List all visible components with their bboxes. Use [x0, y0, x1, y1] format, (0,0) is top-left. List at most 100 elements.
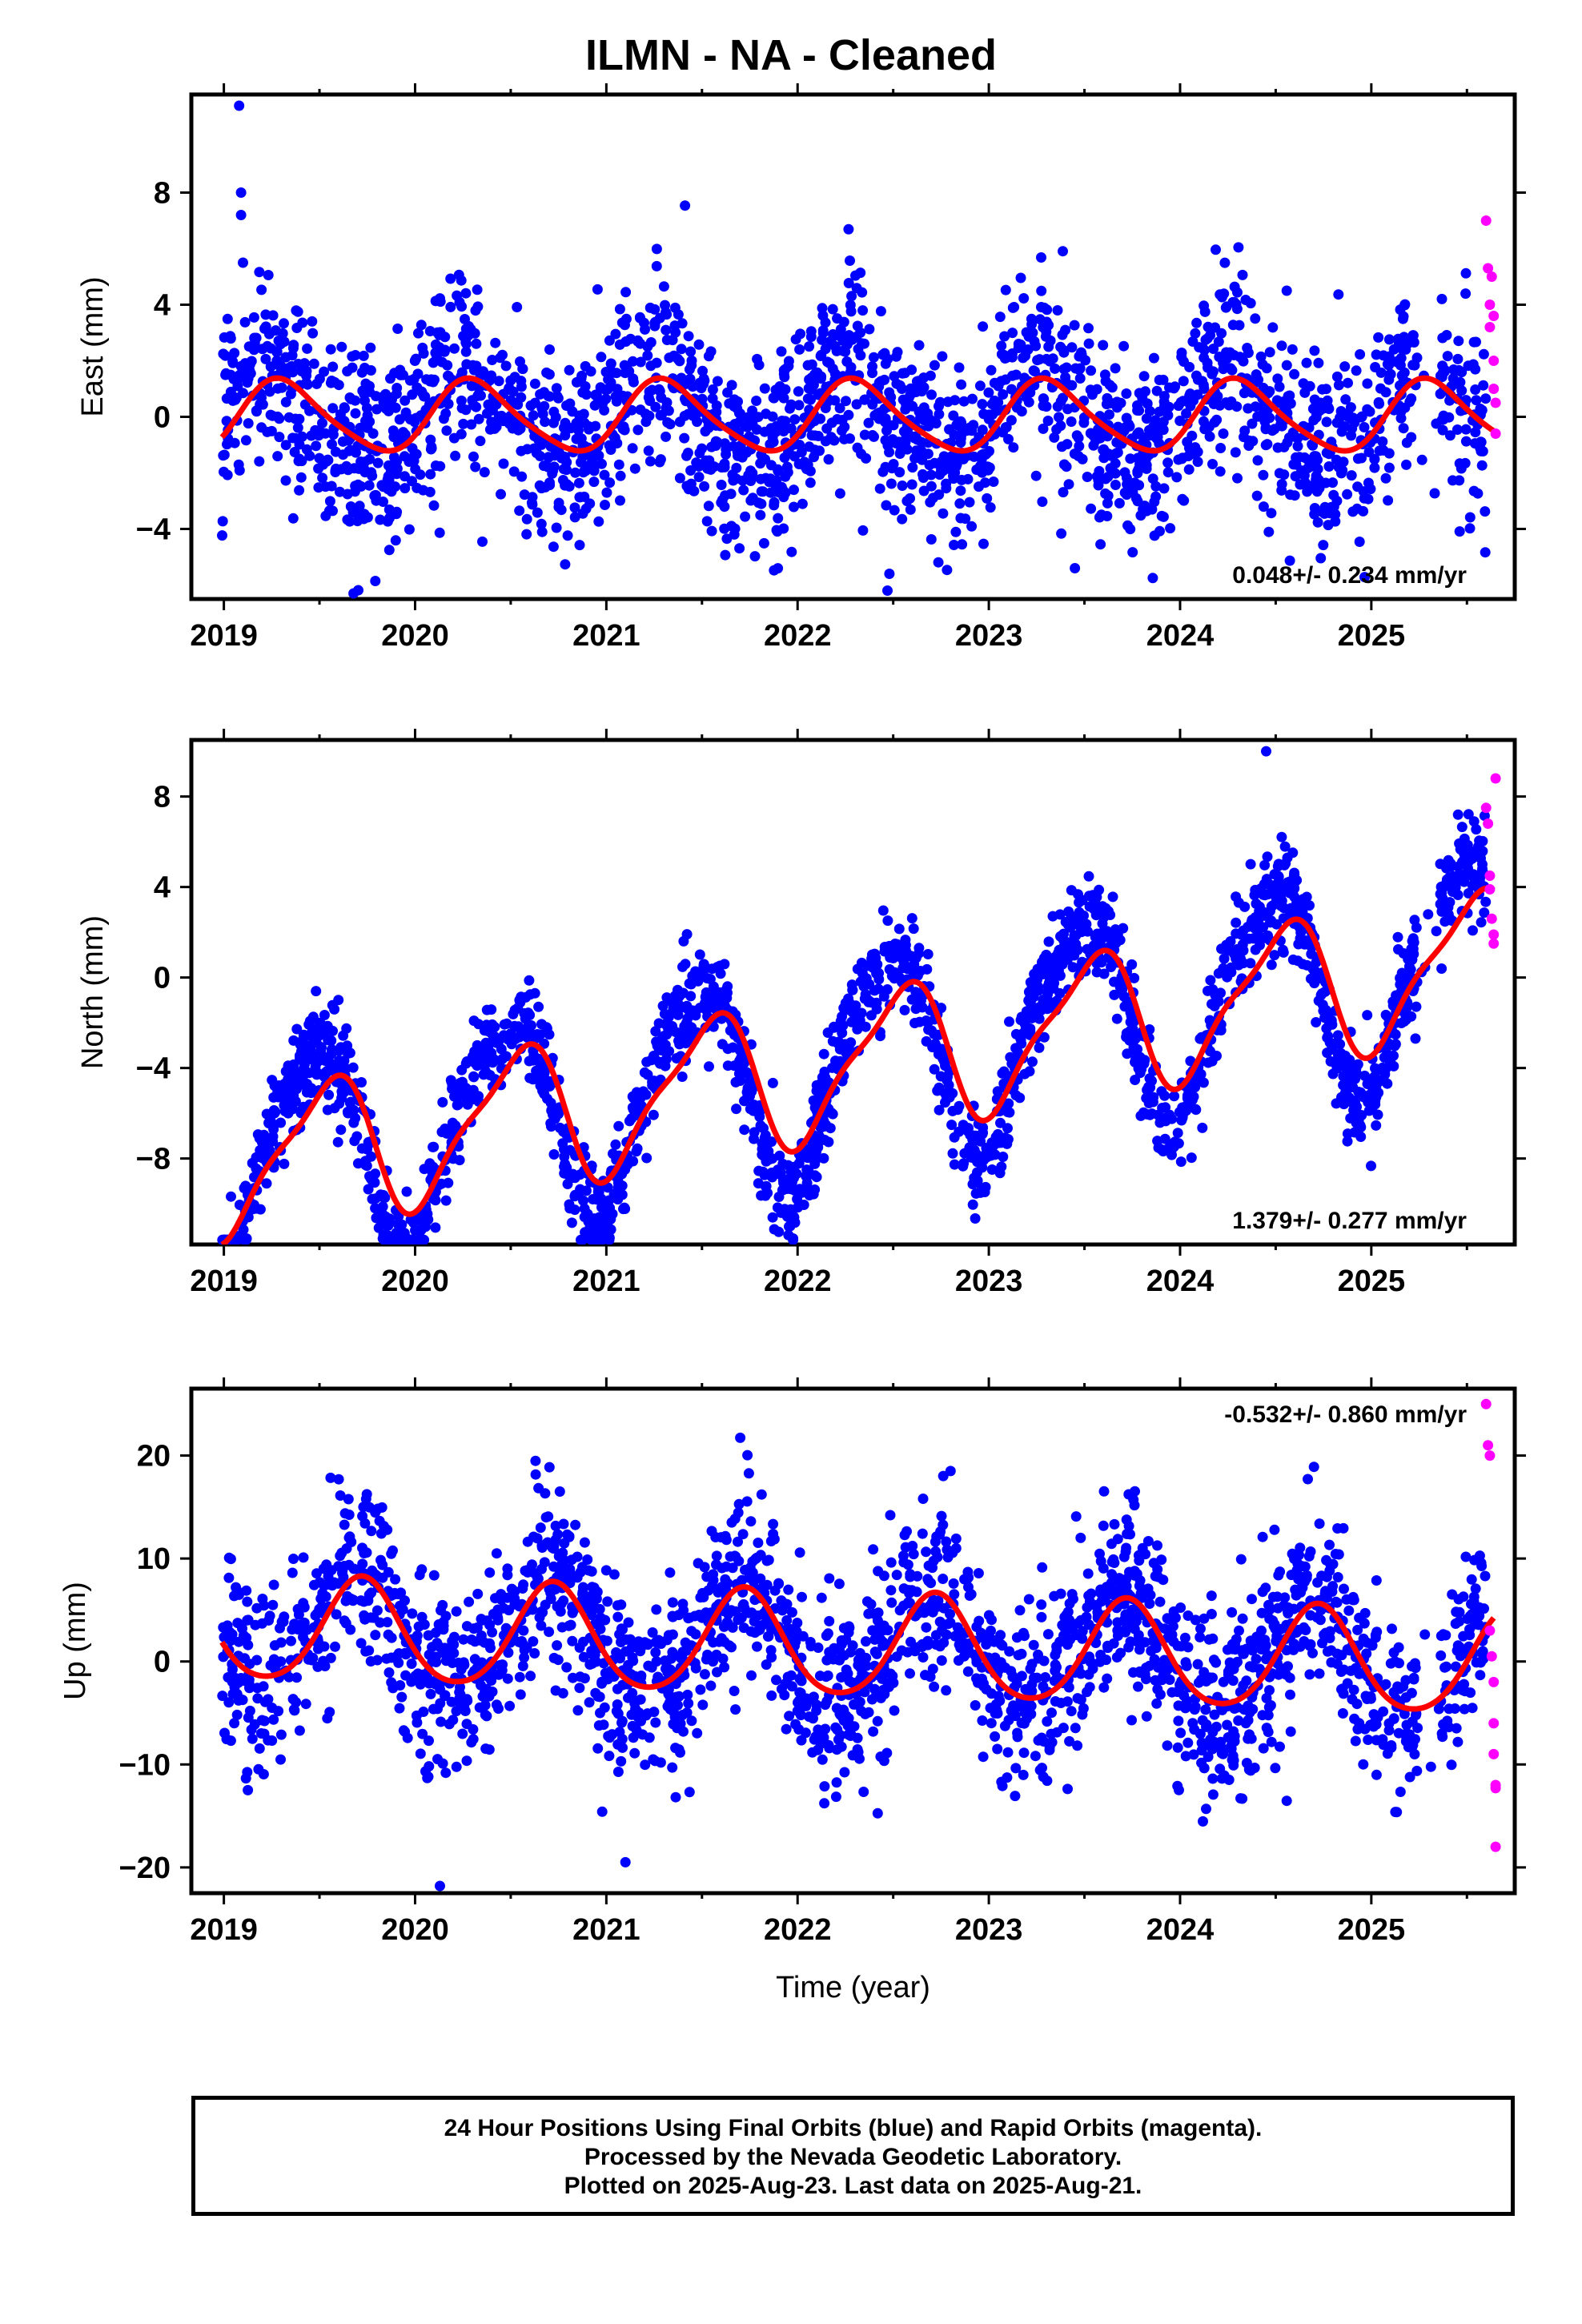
final-orbit-point: [370, 1203, 381, 1214]
final-orbit-point: [1006, 1058, 1018, 1069]
final-orbit-point: [287, 513, 299, 524]
final-orbit-point: [943, 1080, 954, 1091]
final-orbit-point: [631, 1146, 642, 1157]
final-orbit-point: [1411, 352, 1423, 364]
final-orbit-point: [959, 1148, 970, 1159]
final-orbit-point: [1218, 428, 1229, 439]
final-orbit-point: [383, 405, 394, 416]
final-orbit-point: [889, 505, 900, 516]
final-orbit-point: [685, 465, 697, 476]
final-orbit-point: [806, 359, 817, 370]
final-orbit-point: [1322, 395, 1333, 406]
final-orbit-point: [234, 464, 245, 476]
final-orbit-point: [1015, 272, 1026, 283]
final-orbit-point: [1126, 959, 1138, 970]
final-orbit-point: [343, 1048, 354, 1059]
final-orbit-point: [897, 480, 908, 491]
final-orbit-point: [1190, 328, 1201, 339]
final-orbit-point: [1074, 351, 1085, 362]
final-orbit-point: [1444, 430, 1456, 441]
final-orbit-point: [994, 312, 1006, 323]
final-orbit-point: [1106, 962, 1117, 972]
final-orbit-point: [674, 416, 685, 428]
final-orbit-point: [272, 451, 283, 462]
final-orbit-point: [1469, 438, 1480, 449]
final-orbit-point: [409, 416, 420, 428]
final-orbit-point: [896, 952, 906, 963]
final-orbit-point: [1347, 1082, 1359, 1092]
final-orbit-point: [697, 365, 708, 376]
final-orbit-point: [547, 468, 558, 479]
final-orbit-point: [319, 1010, 330, 1020]
final-orbit-point: [319, 428, 331, 439]
final-orbit-point: [1121, 1027, 1132, 1039]
final-orbit-point: [227, 357, 239, 368]
final-orbit-point: [867, 399, 878, 410]
final-orbit-point: [1335, 1039, 1346, 1050]
final-orbit-point: [644, 456, 656, 467]
final-orbit-point: [592, 283, 603, 295]
final-orbit-point: [327, 361, 339, 372]
final-orbit-point: [1261, 746, 1271, 757]
final-orbit-point: [1186, 430, 1198, 441]
final-orbit-point: [1148, 352, 1159, 364]
final-orbit-point: [707, 963, 717, 975]
final-orbit-point: [1141, 413, 1152, 424]
final-orbit-point: [628, 373, 639, 384]
final-orbit-point: [227, 395, 239, 406]
final-orbit-point: [912, 970, 923, 981]
final-orbit-point: [1058, 487, 1069, 498]
final-orbit-point: [217, 516, 228, 527]
final-orbit-point: [243, 418, 254, 429]
final-orbit-point: [1305, 973, 1316, 984]
final-orbit-point: [386, 1234, 397, 1244]
final-orbit-point: [487, 355, 498, 365]
final-orbit-point: [661, 992, 673, 1003]
final-orbit-point: [1203, 321, 1214, 332]
final-orbit-point: [1144, 1073, 1155, 1084]
final-orbit-point: [1083, 338, 1094, 349]
final-orbit-point: [701, 987, 712, 998]
final-orbit-point: [1313, 357, 1324, 368]
final-orbit-point: [1073, 450, 1084, 461]
final-orbit-point: [695, 968, 706, 979]
final-orbit-point: [747, 468, 758, 479]
final-orbit-point: [1232, 956, 1243, 967]
x-tick-label: 2019: [190, 619, 258, 653]
final-orbit-point: [1276, 485, 1287, 496]
final-orbit-point: [543, 1511, 554, 1522]
final-orbit-point: [881, 500, 892, 511]
final-orbit-point: [1202, 333, 1213, 344]
final-orbit-point: [370, 1630, 381, 1641]
final-orbit-point: [569, 502, 580, 513]
final-orbit-point: [564, 398, 576, 409]
final-orbit-point: [505, 1028, 516, 1039]
final-orbit-point: [1245, 858, 1256, 870]
final-orbit-point: [1138, 1058, 1150, 1069]
final-orbit-point: [342, 489, 353, 500]
rapid-orbit-point: [1480, 215, 1492, 226]
final-orbit-point: [751, 396, 762, 406]
final-orbit-point: [977, 1162, 988, 1173]
final-orbit-point: [410, 464, 421, 475]
final-orbit-point: [704, 1061, 714, 1072]
final-orbit-point: [673, 309, 684, 320]
final-orbit-point: [1395, 352, 1407, 364]
final-orbit-point: [1472, 488, 1484, 499]
final-orbit-point: [599, 469, 610, 480]
final-orbit-point: [254, 267, 265, 278]
final-orbit-point: [343, 1108, 354, 1119]
final-orbit-point: [983, 387, 994, 398]
final-orbit-point: [697, 393, 708, 404]
final-orbit-point: [544, 480, 556, 491]
y-tick-label: −4: [136, 1052, 171, 1086]
final-orbit-point: [1269, 950, 1280, 961]
final-orbit-point: [642, 350, 653, 361]
final-orbit-point: [897, 513, 908, 525]
final-orbit-point: [1307, 440, 1319, 451]
final-orbit-point: [1205, 975, 1216, 986]
final-orbit-point: [476, 1059, 488, 1070]
final-orbit-point: [1383, 334, 1395, 345]
final-orbit-point: [1204, 421, 1215, 432]
final-orbit-point: [383, 460, 394, 471]
